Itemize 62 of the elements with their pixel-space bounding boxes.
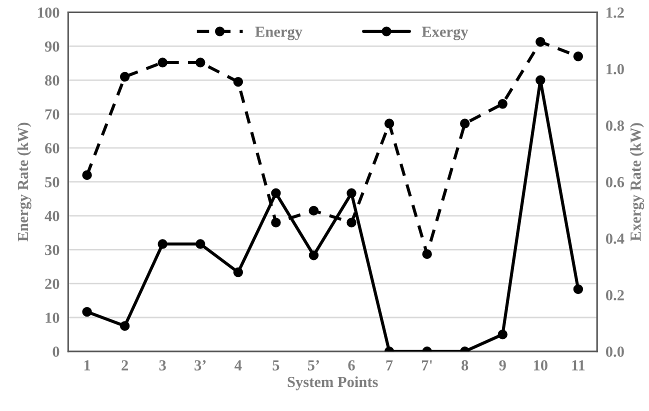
y-tick-label: 30 bbox=[45, 244, 60, 256]
y-tick-label: 10 bbox=[46, 312, 60, 323]
point bbox=[233, 76, 244, 87]
point bbox=[308, 250, 319, 260]
point bbox=[536, 36, 546, 47]
point bbox=[384, 118, 394, 128]
y-tick-label: 50 bbox=[45, 177, 60, 188]
x-tick-label: 7 bbox=[386, 360, 393, 370]
y2-tick-label: 1.2 bbox=[606, 8, 624, 18]
x-tick-label: 5 bbox=[272, 360, 280, 370]
point bbox=[271, 218, 281, 228]
point bbox=[158, 58, 168, 68]
point bbox=[498, 99, 508, 109]
y2-tick-label: 0.8 bbox=[606, 120, 624, 131]
y2-tick-label: 0.2 bbox=[606, 290, 624, 300]
x-tick-label: 4 bbox=[234, 360, 242, 370]
point bbox=[233, 267, 244, 278]
y2-tick-label: 1.0 bbox=[606, 64, 624, 74]
point bbox=[196, 58, 206, 68]
y-tick-label: 80 bbox=[45, 75, 60, 86]
y-tick-label: 100 bbox=[38, 7, 60, 18]
x-tick-label: 9 bbox=[499, 360, 506, 370]
y-tick-label: 40 bbox=[44, 210, 60, 222]
point bbox=[460, 118, 470, 128]
legend-label: Energy bbox=[255, 26, 302, 40]
y-axis-title: Energy Rate (kW) bbox=[17, 122, 32, 242]
y2-tick-label: 0.0 bbox=[606, 346, 624, 357]
point bbox=[573, 284, 584, 294]
x-tick-label: 2 bbox=[122, 360, 128, 370]
x-tick-label: 5’ bbox=[308, 360, 319, 370]
point bbox=[82, 306, 92, 317]
x-tick-label: 3’ bbox=[194, 360, 206, 370]
point bbox=[120, 72, 130, 82]
point bbox=[82, 170, 92, 180]
y2-axis-title: Exergy Rate (kW) bbox=[630, 123, 644, 242]
y-tick-label: 90 bbox=[44, 41, 60, 52]
y2-tick-label: 0.6 bbox=[606, 177, 624, 188]
y-tick-label: 70 bbox=[45, 109, 60, 120]
point bbox=[271, 188, 281, 198]
point bbox=[346, 218, 356, 228]
point bbox=[158, 239, 168, 249]
y-tick-label: 0 bbox=[52, 346, 60, 357]
x-tick-label: 8 bbox=[462, 360, 468, 370]
x-tick-label: 10 bbox=[534, 360, 548, 370]
x-tick-label: 11 bbox=[572, 360, 585, 370]
y-tick-label: 60 bbox=[45, 143, 60, 154]
point bbox=[308, 206, 319, 216]
x-axis-title: System Points bbox=[288, 376, 378, 390]
x-tick-label: 1 bbox=[84, 360, 90, 370]
x-tick-label: 7' bbox=[422, 360, 432, 370]
point bbox=[498, 330, 508, 340]
point bbox=[536, 75, 546, 86]
point bbox=[196, 239, 206, 249]
x-tick-label: 3 bbox=[159, 360, 166, 370]
point bbox=[120, 321, 130, 331]
x-tick-label: 6 bbox=[348, 360, 355, 370]
y-tick-label: 20 bbox=[45, 278, 60, 290]
point bbox=[422, 249, 432, 259]
y2-tick-label: 0.4 bbox=[606, 234, 624, 244]
legend-label: Exergy bbox=[422, 26, 468, 40]
point bbox=[346, 188, 356, 198]
point bbox=[573, 52, 584, 62]
